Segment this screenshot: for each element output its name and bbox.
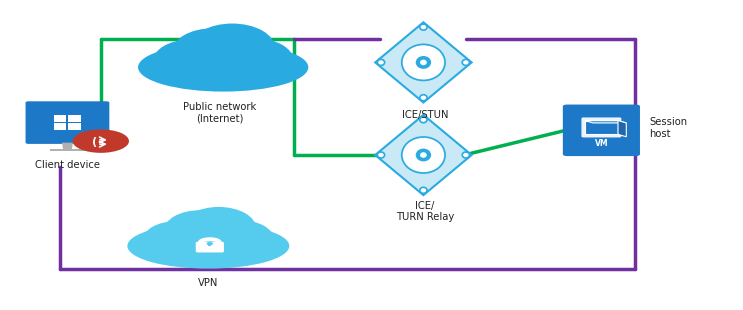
Ellipse shape xyxy=(420,117,427,123)
Text: (: ( xyxy=(92,137,97,147)
Ellipse shape xyxy=(220,39,293,81)
FancyBboxPatch shape xyxy=(51,149,85,152)
Ellipse shape xyxy=(420,24,427,30)
FancyBboxPatch shape xyxy=(68,123,81,130)
FancyBboxPatch shape xyxy=(54,115,66,122)
Ellipse shape xyxy=(207,242,213,245)
Ellipse shape xyxy=(462,60,470,65)
Ellipse shape xyxy=(143,221,210,259)
Text: Public network
(Internet): Public network (Internet) xyxy=(183,102,256,123)
Polygon shape xyxy=(62,143,73,150)
Text: ICE/STUN: ICE/STUN xyxy=(402,110,448,120)
Ellipse shape xyxy=(189,24,275,72)
Ellipse shape xyxy=(415,148,431,162)
Ellipse shape xyxy=(127,223,289,269)
Ellipse shape xyxy=(138,43,308,91)
Ellipse shape xyxy=(415,56,431,69)
Ellipse shape xyxy=(420,95,427,101)
Ellipse shape xyxy=(207,220,273,258)
FancyBboxPatch shape xyxy=(582,117,621,137)
Polygon shape xyxy=(618,121,626,137)
FancyBboxPatch shape xyxy=(54,123,66,130)
Ellipse shape xyxy=(377,152,385,158)
Polygon shape xyxy=(375,115,472,195)
Text: Session
host: Session host xyxy=(649,117,688,139)
Ellipse shape xyxy=(163,210,236,251)
Text: VPN: VPN xyxy=(198,278,218,288)
Text: ICE/
TURN Relay: ICE/ TURN Relay xyxy=(396,201,454,222)
FancyBboxPatch shape xyxy=(25,101,109,144)
Text: VM: VM xyxy=(594,139,609,148)
Ellipse shape xyxy=(420,60,426,65)
Polygon shape xyxy=(585,121,618,134)
Ellipse shape xyxy=(153,40,226,82)
Polygon shape xyxy=(585,121,626,123)
Text: Client device: Client device xyxy=(35,160,100,170)
FancyBboxPatch shape xyxy=(68,115,81,122)
Ellipse shape xyxy=(181,207,256,250)
FancyBboxPatch shape xyxy=(195,242,224,252)
Ellipse shape xyxy=(172,29,252,74)
Ellipse shape xyxy=(377,60,385,65)
Ellipse shape xyxy=(403,45,444,79)
Polygon shape xyxy=(375,22,472,103)
FancyBboxPatch shape xyxy=(208,244,212,246)
Ellipse shape xyxy=(420,187,427,193)
Circle shape xyxy=(73,129,129,153)
Ellipse shape xyxy=(462,152,470,158)
FancyBboxPatch shape xyxy=(563,104,640,156)
Ellipse shape xyxy=(403,138,444,172)
Ellipse shape xyxy=(420,152,426,158)
